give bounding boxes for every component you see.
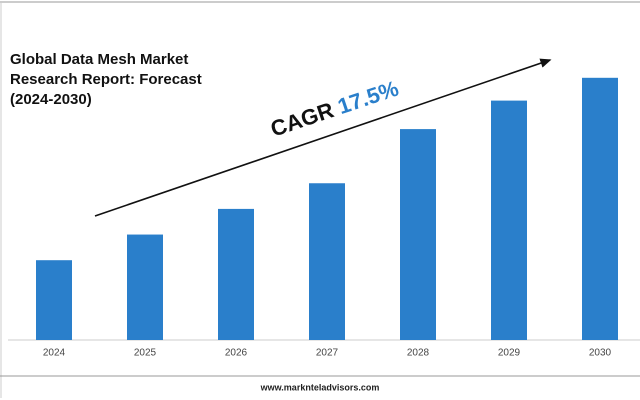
annotation-label: CAGR — [267, 97, 336, 141]
x-tick-label: 2030 — [589, 348, 612, 359]
bar — [218, 208, 254, 340]
x-tick-label: 2024 — [43, 348, 66, 359]
bar — [491, 100, 527, 340]
x-tick-label: 2025 — [134, 348, 157, 359]
x-tick-label: 2028 — [407, 348, 430, 359]
annotation: CAGR17.5% — [267, 75, 401, 141]
bar — [127, 234, 163, 340]
title: Global Data Mesh Market Research Report: … — [10, 51, 202, 108]
bar — [36, 260, 72, 340]
bar — [309, 183, 345, 340]
title-line: Research Report: Forecast — [10, 71, 202, 88]
trend-arrow — [94, 58, 552, 217]
x-tick-label: 2027 — [316, 348, 339, 359]
x-tick-label: 2026 — [225, 348, 248, 359]
x-tick-label: 2029 — [498, 348, 521, 359]
bar — [400, 129, 436, 340]
title-line: Global Data Mesh Market — [10, 51, 188, 68]
annotation-value: 17.5% — [334, 75, 401, 119]
footer: www.marknteladvisors.com — [260, 382, 380, 392]
title-line: (2024-2030) — [10, 91, 92, 108]
bar — [582, 77, 618, 341]
